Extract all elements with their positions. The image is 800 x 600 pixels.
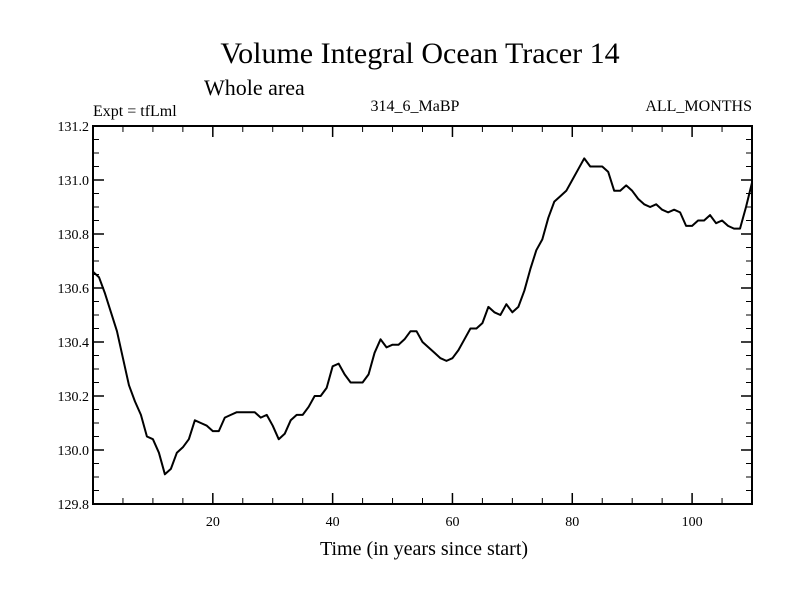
- y-tick-label: 130.8: [58, 228, 90, 243]
- x-tick-label: 80: [565, 515, 579, 530]
- x-axis-label: Time (in years since start): [320, 538, 528, 560]
- y-tick-label: 129.8: [58, 498, 90, 513]
- experiment-label: Expt = tfLml: [93, 103, 177, 120]
- chart-subtitle: Whole area: [204, 75, 305, 100]
- x-tick-label: 20: [206, 515, 220, 530]
- y-tick-label: 130.4: [58, 336, 90, 351]
- y-tick-label: 130.6: [58, 282, 90, 297]
- x-tick-label: 60: [445, 515, 459, 530]
- y-tick-label: 130.0: [58, 444, 90, 459]
- months-label: ALL_MONTHS: [645, 98, 752, 115]
- run-label: 314_6_MaBP: [371, 98, 460, 115]
- series-line: [92, 157, 753, 476]
- plot-frame: [92, 125, 753, 505]
- axis-ticks: [93, 125, 752, 505]
- chart-title: Volume Integral Ocean Tracer 14: [220, 37, 619, 70]
- x-tick-labels: 20 40 60 80 100: [206, 515, 703, 530]
- y-tick-label: 131.0: [58, 174, 90, 189]
- y-tick-labels: 129.8 130.0 130.2 130.4 130.6 130.8 131.0 131.2: [58, 120, 90, 513]
- y-tick-label: 130.2: [58, 390, 90, 405]
- x-tick-label: 40: [326, 515, 340, 530]
- y-tick-label: 131.2: [58, 120, 90, 135]
- x-tick-label: 100: [682, 515, 703, 530]
